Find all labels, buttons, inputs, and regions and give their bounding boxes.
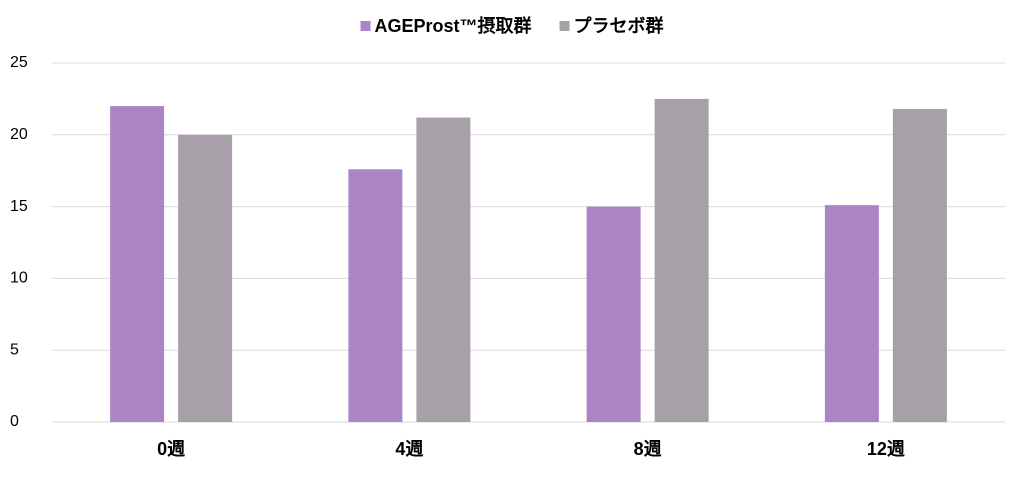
legend-swatch xyxy=(360,21,371,31)
bar xyxy=(416,117,471,423)
bar xyxy=(348,169,403,422)
legend-label: AGEProst™摂取群 xyxy=(374,15,531,36)
x-tick-label: 8週 xyxy=(634,439,662,459)
bar xyxy=(110,106,165,422)
bar xyxy=(654,98,709,423)
bar xyxy=(178,134,233,423)
y-tick-label: 0 xyxy=(10,413,19,430)
x-tick-label: 0週 xyxy=(157,439,185,459)
y-tick-label: 15 xyxy=(10,198,28,215)
bar xyxy=(586,206,641,422)
y-tick-label: 20 xyxy=(10,126,28,143)
legend-label: プラセボ群 xyxy=(574,15,664,36)
legend-swatch xyxy=(559,21,570,31)
x-tick-label: 12週 xyxy=(867,439,905,459)
bar xyxy=(892,108,947,423)
bar xyxy=(824,205,879,422)
y-tick-label: 5 xyxy=(10,341,19,358)
x-tick-label: 4週 xyxy=(395,439,423,459)
y-tick-label: 25 xyxy=(10,54,28,71)
y-tick-label: 10 xyxy=(10,270,28,287)
